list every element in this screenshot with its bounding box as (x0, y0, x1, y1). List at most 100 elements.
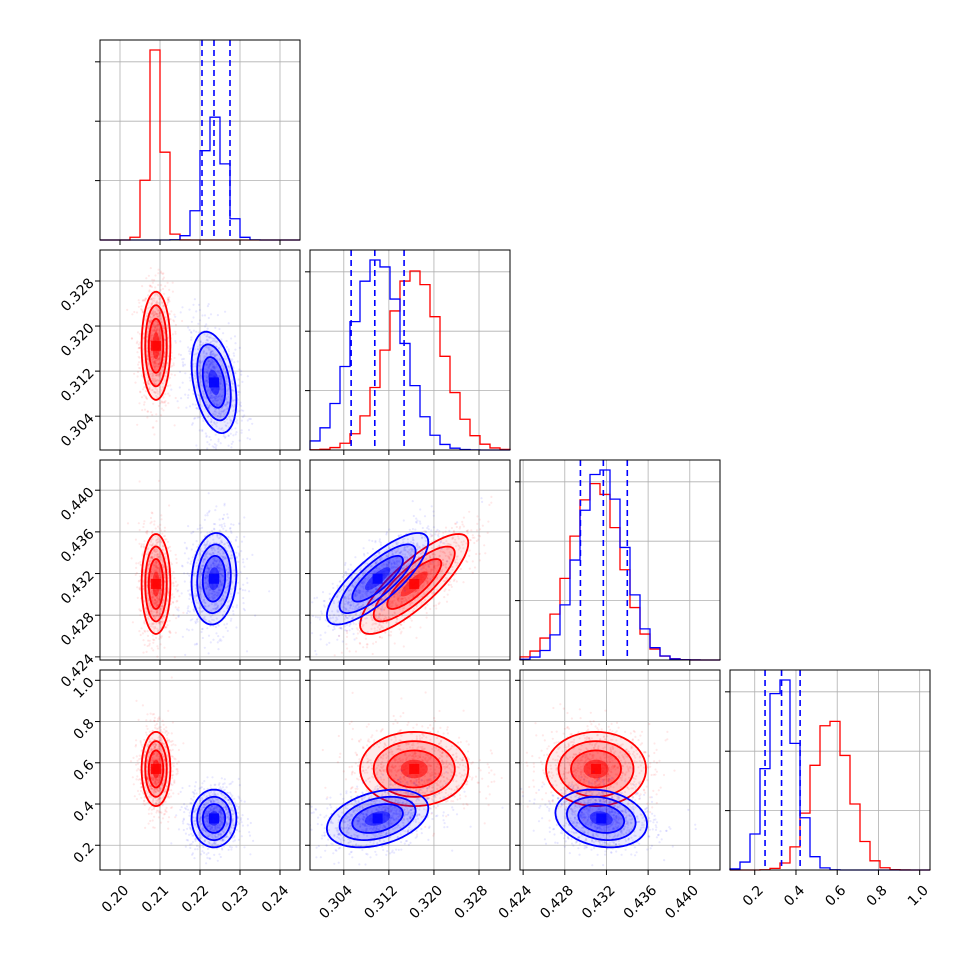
scatter-point (172, 601, 174, 603)
scatter-point (238, 410, 240, 412)
scatter-point (181, 592, 183, 594)
scatter-point (184, 654, 186, 656)
scatter-point (142, 652, 144, 654)
scatter-point (140, 564, 142, 566)
scatter-point (137, 331, 139, 333)
scatter-point (195, 444, 197, 446)
scatter-point (463, 517, 465, 519)
scatter-point (443, 542, 445, 544)
scatter-point (160, 289, 162, 291)
scatter-point (185, 407, 187, 409)
scatter-point (160, 530, 162, 532)
scatter-point (175, 324, 177, 326)
scatter-point (132, 621, 134, 623)
scatter-point (184, 542, 186, 544)
scatter-point (206, 435, 208, 437)
scatter-point (139, 610, 141, 612)
scatter-point (173, 320, 175, 322)
scatter-point (222, 518, 224, 520)
scatter-point (186, 547, 188, 549)
scatter-point (173, 314, 175, 316)
scatter-point (136, 341, 138, 343)
scatter-point (372, 548, 374, 550)
scatter-point (372, 643, 374, 645)
scatter-point (175, 554, 177, 556)
scatter-point (139, 614, 141, 616)
scatter-point (155, 637, 157, 639)
scatter-point (346, 632, 348, 634)
scatter-point (159, 527, 161, 529)
scatter-point (147, 410, 149, 412)
scatter-point (198, 416, 200, 418)
scatter-point (208, 303, 210, 305)
scatter-point (443, 596, 445, 598)
scatter-point (231, 443, 233, 445)
scatter-point (215, 626, 217, 628)
scatter-point (179, 340, 181, 342)
scatter-point (164, 527, 166, 529)
scatter-point (312, 615, 314, 617)
scatter-point (475, 553, 477, 555)
scatter-point (139, 480, 141, 482)
scatter-point (145, 396, 147, 398)
scatter-point (207, 514, 209, 516)
scatter-point (175, 632, 177, 634)
scatter-point (161, 401, 163, 403)
scatter-point (244, 609, 246, 611)
scatter-point (141, 627, 143, 629)
scatter-point (231, 358, 233, 360)
scatter-point (469, 568, 471, 570)
scatter-point (174, 374, 176, 376)
scatter-point (169, 630, 171, 632)
scatter-point (426, 604, 428, 606)
scatter-point (157, 272, 159, 274)
scatter-point (206, 512, 208, 514)
scatter-point (169, 550, 171, 552)
scatter-point (482, 525, 484, 527)
scatter-point (135, 574, 137, 576)
scatter-point (235, 431, 237, 433)
scatter-point (241, 409, 243, 411)
scatter-point (456, 526, 458, 528)
scatter-point (223, 435, 225, 437)
scatter-point (179, 371, 181, 373)
scatter-point (161, 635, 163, 637)
scatter-point (170, 389, 172, 391)
scatter-point (174, 357, 176, 359)
scatter-point (189, 380, 191, 382)
scatter-point (479, 528, 481, 530)
scatter-point (155, 527, 157, 529)
scatter-point (472, 537, 474, 539)
scatter-point (222, 332, 224, 334)
scatter-point (237, 360, 239, 362)
scatter-point (444, 588, 446, 590)
scatter-point (240, 405, 242, 407)
scatter-point (171, 373, 173, 375)
scatter-point (187, 590, 189, 592)
scatter-point (159, 524, 161, 526)
scatter-point (445, 527, 447, 529)
scatter-point (479, 519, 481, 521)
scatter-point (237, 592, 239, 594)
scatter-point (232, 441, 234, 443)
scatter-point (462, 523, 464, 525)
scatter-point (187, 346, 189, 348)
scatter-point (227, 517, 229, 519)
scatter-point (446, 601, 448, 603)
scatter-point (199, 309, 201, 311)
scatter-point (390, 631, 392, 633)
scatter-point (138, 562, 140, 564)
scatter-point (192, 316, 194, 318)
scatter-point (451, 586, 453, 588)
scatter-point (236, 536, 238, 538)
scatter-point (131, 338, 133, 340)
scatter-point (127, 522, 129, 524)
scatter-point (160, 518, 162, 520)
scatter-point (158, 638, 160, 640)
scatter-point (189, 377, 191, 379)
scatter-point (323, 604, 325, 606)
scatter-point (230, 433, 232, 435)
scatter-point (472, 572, 474, 574)
scatter-point (412, 500, 414, 502)
density-peak-series-0 (151, 341, 161, 351)
